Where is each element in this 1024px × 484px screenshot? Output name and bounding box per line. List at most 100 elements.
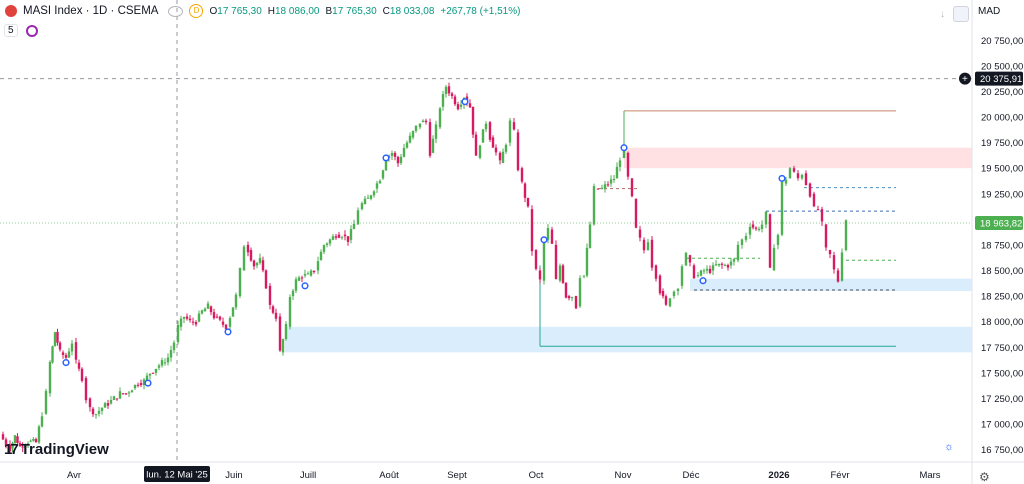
candle	[534, 250, 538, 269]
candle	[792, 168, 796, 172]
candle	[142, 379, 146, 386]
d-badge: D	[189, 4, 204, 18]
currency-label[interactable]: MAD	[978, 6, 1001, 17]
square-icon[interactable]	[953, 6, 969, 22]
signal-marker	[461, 98, 469, 106]
sync-icon[interactable]	[25, 24, 38, 37]
candle	[151, 372, 155, 374]
candle	[172, 342, 176, 351]
candle	[13, 435, 17, 443]
candle	[692, 265, 696, 279]
candle	[127, 392, 131, 394]
candle	[808, 183, 812, 197]
candle	[609, 179, 613, 184]
candle	[306, 273, 310, 275]
candle	[501, 151, 505, 164]
candle	[399, 156, 403, 164]
candle	[378, 180, 382, 184]
candle	[796, 173, 800, 179]
y-tick-label: 17 000,00	[981, 420, 1023, 431]
candle	[218, 316, 222, 320]
plus-icon	[959, 72, 971, 85]
y-axis[interactable]: 20 750,00 20 500,00 20 250,00 20 000,00 19 7…	[959, 0, 1023, 484]
ohlc-o-label: O	[209, 5, 218, 17]
signal-marker	[778, 174, 786, 182]
candle	[471, 106, 475, 135]
candle	[654, 265, 658, 279]
indicator-count[interactable]: 5	[4, 24, 18, 37]
x-tick-label: 2026	[768, 470, 789, 481]
candle	[200, 310, 204, 314]
candle	[784, 179, 788, 184]
candle	[751, 224, 755, 228]
candle	[396, 156, 400, 164]
x-tick-label: Févr	[831, 470, 850, 481]
candle	[447, 86, 451, 94]
indicators-row: 5	[4, 24, 38, 37]
candle	[582, 275, 586, 277]
candle	[360, 203, 364, 210]
candle	[163, 362, 167, 364]
plus-icon-glyph: +	[962, 74, 968, 85]
candle	[352, 224, 356, 230]
candle	[179, 318, 183, 327]
candle	[70, 343, 74, 352]
arrow-down-icon[interactable]: ↓	[940, 8, 945, 20]
candle	[453, 96, 457, 105]
pink-resistance-zone	[624, 147, 972, 169]
candle	[274, 312, 278, 319]
candle	[672, 291, 676, 297]
candle	[723, 264, 727, 266]
candle	[523, 183, 527, 198]
candle	[11, 442, 14, 449]
candle	[194, 322, 198, 325]
candle	[729, 261, 733, 266]
signal-marker	[301, 282, 309, 290]
candle	[309, 270, 313, 276]
candle	[44, 390, 48, 414]
x-axis[interactable]: Avr Juin Juill Août Sept Oct Nov Déc 2026 Févr Mar…	[0, 461, 1024, 482]
ohlc-h: 18 086,00	[275, 5, 320, 17]
candle	[720, 263, 724, 265]
symbol-title[interactable]: MASI Index · 1D · CSEMA	[23, 5, 159, 17]
candle	[1, 434, 5, 440]
ohlc-values: O17 765,30 H18 086,00 B17 765,30 C18 033…	[209, 6, 520, 17]
candle	[642, 239, 646, 251]
candle	[372, 191, 376, 196]
candle	[197, 313, 201, 322]
candle	[160, 360, 164, 366]
candle	[705, 268, 709, 271]
candle	[136, 384, 140, 386]
candle	[288, 297, 292, 327]
candle	[80, 368, 84, 381]
sun-icon[interactable]: ☼	[944, 441, 955, 453]
ohlc-change: +267,78 (+1,51%)	[440, 5, 521, 17]
tradingview-mark: 17	[4, 441, 19, 458]
candle	[154, 368, 158, 373]
levels-layer	[539, 110, 896, 347]
candle	[434, 124, 438, 139]
y-tick-label: 18 500,00	[981, 266, 1023, 277]
candle	[319, 251, 323, 261]
candle	[366, 197, 370, 199]
candle	[103, 403, 107, 408]
candle	[4, 439, 8, 447]
gear-icon[interactable]: ⚙	[979, 470, 990, 484]
crosshair-layer	[0, 0, 972, 462]
candle	[428, 122, 432, 156]
candle	[516, 132, 520, 171]
candle	[438, 108, 442, 128]
chart-header: MASI Index · 1D · CSEMA D O17 765,30 H18…	[0, 0, 520, 22]
candle	[29, 440, 32, 442]
tradingview-name: TradingView	[20, 441, 109, 458]
candle	[431, 138, 435, 153]
candle	[658, 275, 662, 294]
candle	[740, 239, 744, 245]
candle	[626, 152, 630, 177]
candle	[450, 93, 454, 96]
signal-marker	[699, 277, 707, 285]
candle	[561, 265, 565, 283]
eye-icon[interactable]	[168, 5, 184, 17]
candle	[53, 332, 57, 347]
